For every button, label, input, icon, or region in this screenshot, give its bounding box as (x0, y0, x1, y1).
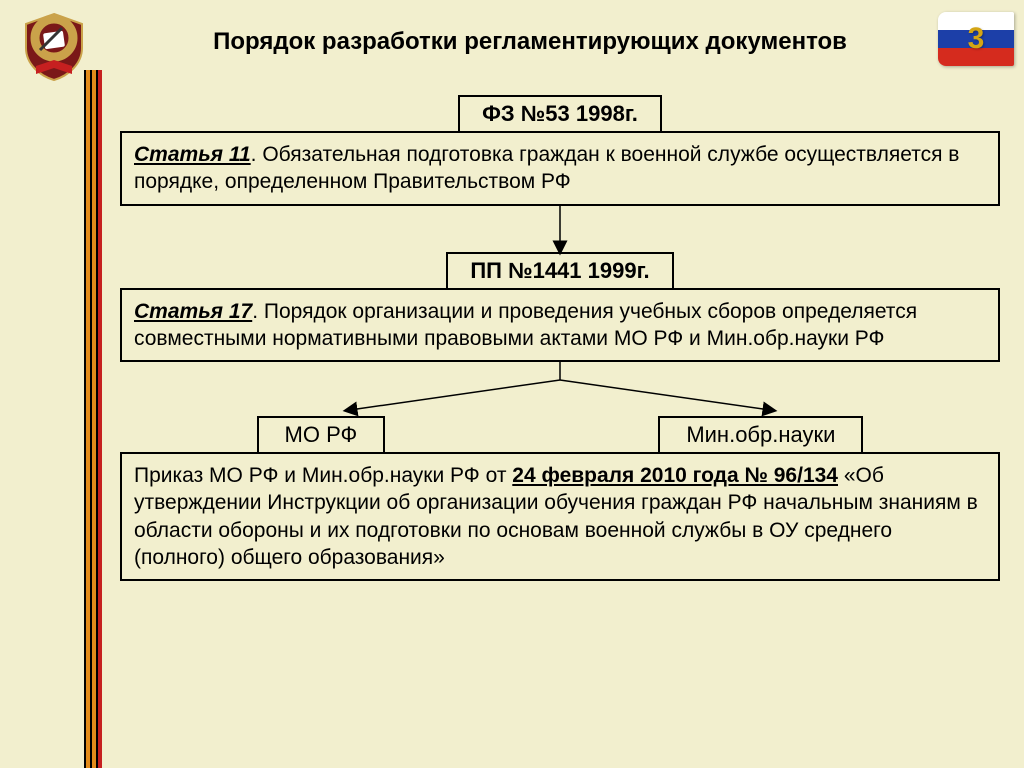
block1-article-label: Статья 11 (134, 143, 251, 166)
slide-number: 3 (938, 22, 1014, 56)
branch-row: МО РФ Мин.обр.науки (120, 416, 1000, 454)
block1-text: . Обязательная подготовка граждан к воен… (134, 143, 959, 193)
block2-header: ПП №1441 1999г. (446, 252, 673, 290)
block2-text: . Порядок организации и проведения учебн… (134, 300, 917, 350)
org-logo (18, 10, 90, 82)
arrow-1 (540, 206, 580, 256)
block1-header: ФЗ №53 1998г. (458, 95, 662, 133)
slide-number-flag: 3 (938, 12, 1014, 66)
block1-body: Статья 11. Обязательная подготовка гражд… (120, 131, 1000, 206)
page-title: Порядок разработки регламентирующих доку… (130, 28, 930, 56)
block2-body: Статья 17. Порядок организации и проведе… (120, 288, 1000, 363)
arrow-fork (210, 362, 910, 418)
branch-right: Мин.обр.науки (658, 416, 863, 454)
branch-left: МО РФ (257, 416, 386, 454)
diagram-content: ФЗ №53 1998г. Статья 11. Обязательная по… (120, 95, 1000, 581)
block3-date: 24 февраля 2010 года № 96/134 (512, 464, 838, 487)
block2-article-label: Статья 17 (134, 300, 252, 323)
block3-body: Приказ МО РФ и Мин.обр.науки РФ от 24 фе… (120, 452, 1000, 581)
george-ribbon (84, 70, 102, 768)
block3-prefix: Приказ МО РФ и Мин.обр.науки РФ от (134, 464, 512, 487)
